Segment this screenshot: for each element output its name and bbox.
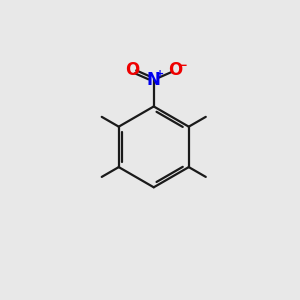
Text: O: O [125, 61, 139, 79]
Text: N: N [147, 71, 161, 89]
Text: O: O [169, 61, 183, 79]
Text: +: + [156, 69, 164, 79]
Text: −: − [178, 59, 188, 72]
